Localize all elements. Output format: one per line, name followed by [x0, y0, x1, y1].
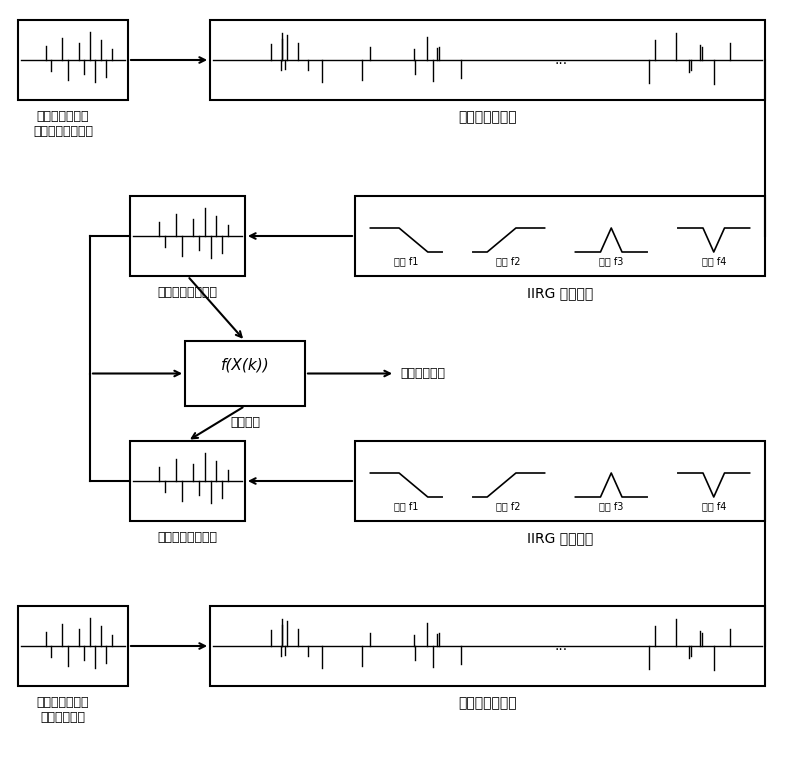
Text: 基于对时同步的
母线电压采样: 基于对时同步的 母线电压采样 — [37, 696, 90, 724]
Text: 点阻 f4: 点阻 f4 — [702, 257, 726, 267]
Text: 高通 f2: 高通 f2 — [497, 501, 521, 511]
Text: 窄带工频信号滤波: 窄带工频信号滤波 — [158, 531, 218, 544]
Bar — [185, 341, 305, 406]
Bar — [130, 441, 245, 521]
Text: ...: ... — [554, 53, 567, 67]
Text: 绝缘介损计算: 绝缘介损计算 — [400, 367, 445, 380]
Bar — [18, 20, 128, 100]
Text: 基于对时同步的
泄漏电流现场采样: 基于对时同步的 泄漏电流现场采样 — [33, 110, 93, 138]
Text: f(X(k)): f(X(k)) — [221, 358, 270, 373]
Text: 低通 f1: 低通 f1 — [394, 501, 418, 511]
Text: 点通 f3: 点通 f3 — [599, 501, 623, 511]
Text: 窄带工频信号滤波: 窄带工频信号滤波 — [158, 286, 218, 299]
Text: 高通 f2: 高通 f2 — [497, 257, 521, 267]
Text: ...: ... — [554, 639, 567, 653]
Text: 电压信号预处理: 电压信号预处理 — [458, 696, 517, 710]
Bar — [210, 606, 765, 686]
Text: 点通 f3: 点通 f3 — [599, 257, 623, 267]
Bar — [18, 606, 128, 686]
Bar — [210, 20, 765, 100]
Text: 点阻 f4: 点阻 f4 — [702, 501, 726, 511]
Text: IIRG 滤波器组: IIRG 滤波器组 — [527, 286, 593, 300]
Text: IIRG 滤波器组: IIRG 滤波器组 — [527, 531, 593, 545]
Bar — [130, 196, 245, 276]
Text: 电流信号预处理: 电流信号预处理 — [458, 110, 517, 124]
Text: 相量计算: 相量计算 — [230, 416, 260, 429]
Text: 低通 f1: 低通 f1 — [394, 257, 418, 267]
Bar — [355, 441, 765, 521]
Bar — [355, 196, 765, 276]
